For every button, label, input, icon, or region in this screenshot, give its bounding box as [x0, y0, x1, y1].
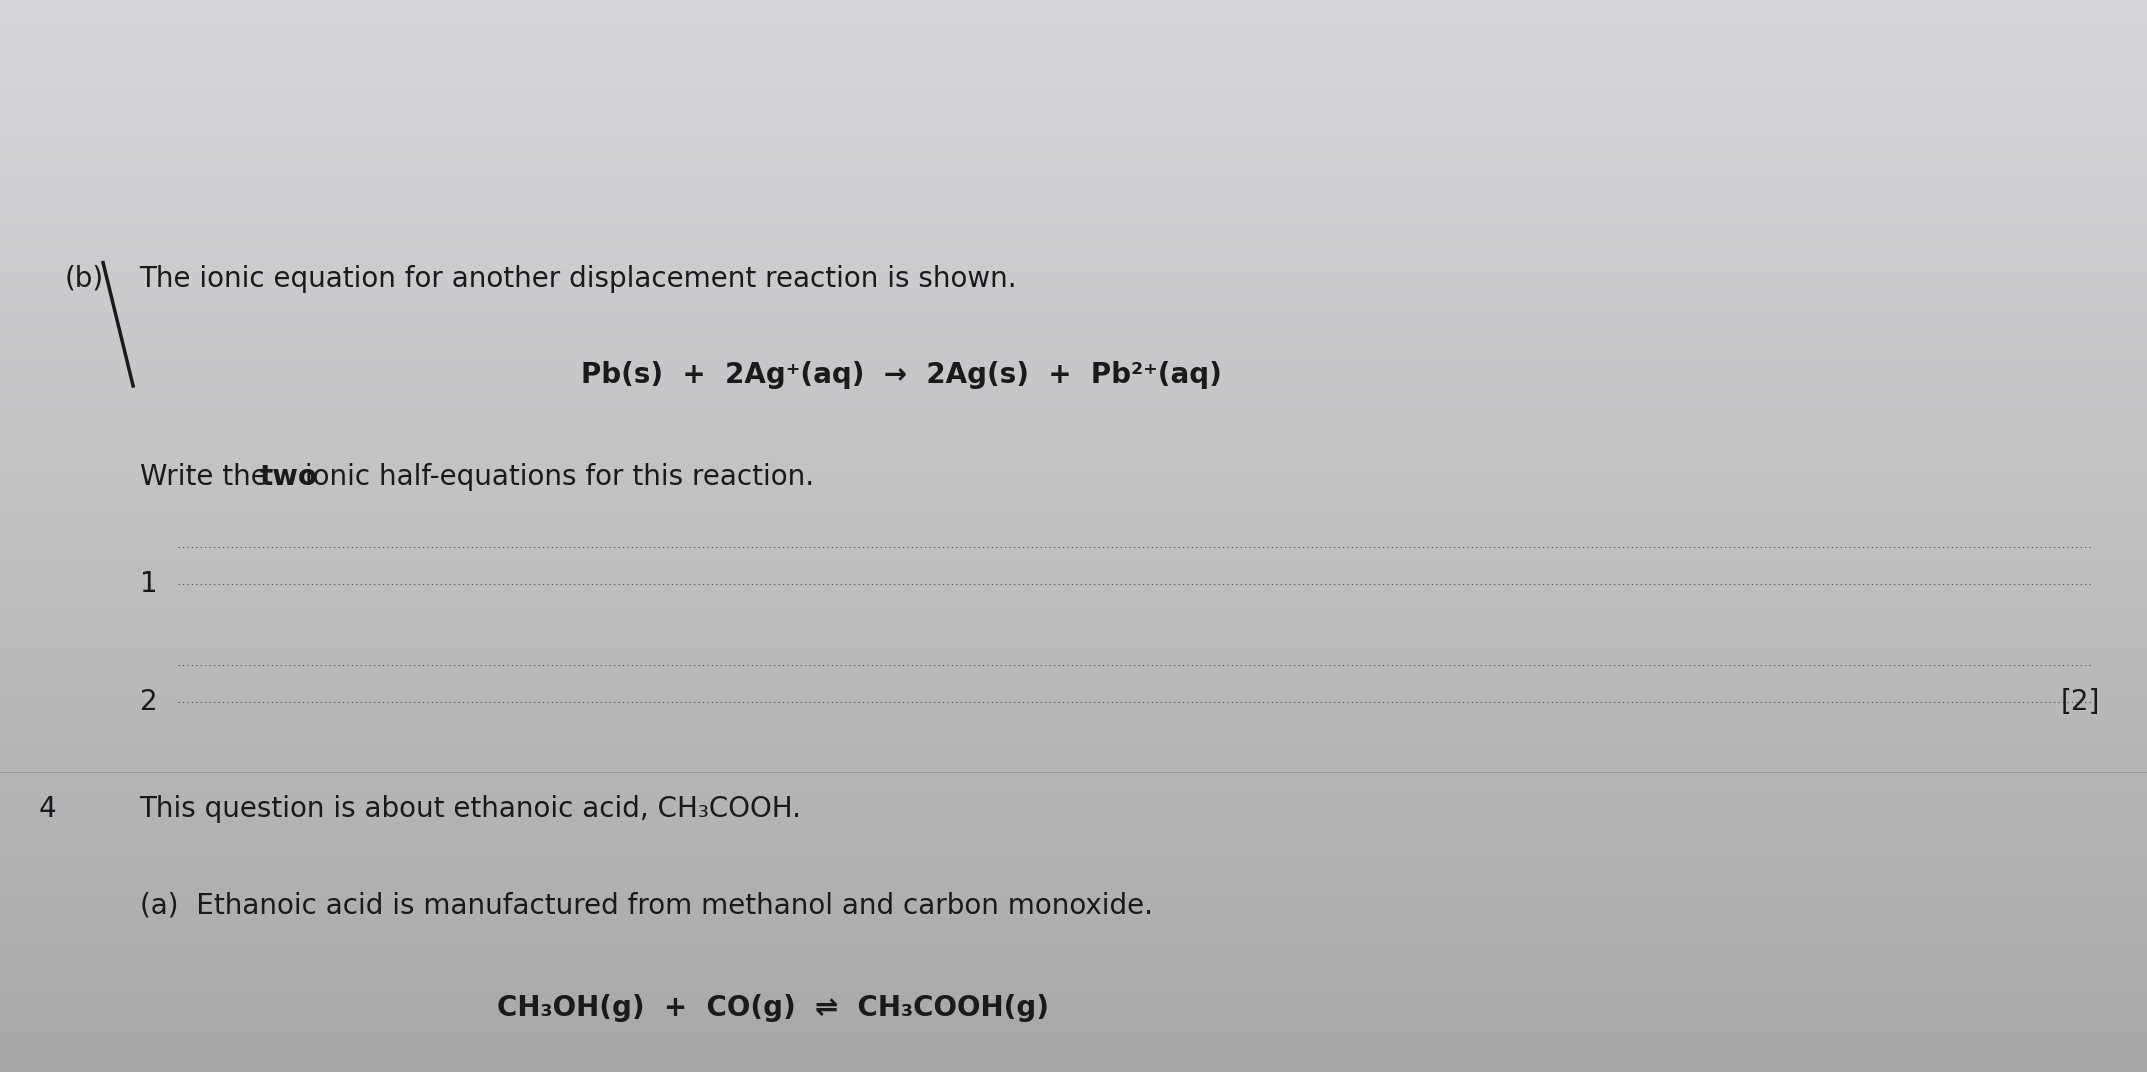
- Text: (b): (b): [64, 265, 103, 293]
- Text: 4: 4: [39, 795, 56, 823]
- Text: Write the: Write the: [140, 463, 277, 491]
- Text: ionic half-equations for this reaction.: ionic half-equations for this reaction.: [296, 463, 814, 491]
- Text: two: two: [260, 463, 318, 491]
- Text: This question is about ethanoic acid, CH₃COOH.: This question is about ethanoic acid, CH…: [140, 795, 801, 823]
- Text: The ionic equation for another displacement reaction is shown.: The ionic equation for another displacem…: [140, 265, 1018, 293]
- Text: (a)  Ethanoic acid is manufactured from methanol and carbon monoxide.: (a) Ethanoic acid is manufactured from m…: [140, 892, 1153, 920]
- Text: [2]: [2]: [2061, 688, 2100, 716]
- Text: 1: 1: [140, 570, 157, 598]
- Text: CH₃OH(g)  +  CO(g)  ⇌  CH₃COOH(g): CH₃OH(g) + CO(g) ⇌ CH₃COOH(g): [496, 994, 1050, 1022]
- Text: 2: 2: [140, 688, 157, 716]
- Text: Pb(s)  +  2Ag⁺(aq)  →  2Ag(s)  +  Pb²⁺(aq): Pb(s) + 2Ag⁺(aq) → 2Ag(s) + Pb²⁺(aq): [582, 361, 1222, 389]
